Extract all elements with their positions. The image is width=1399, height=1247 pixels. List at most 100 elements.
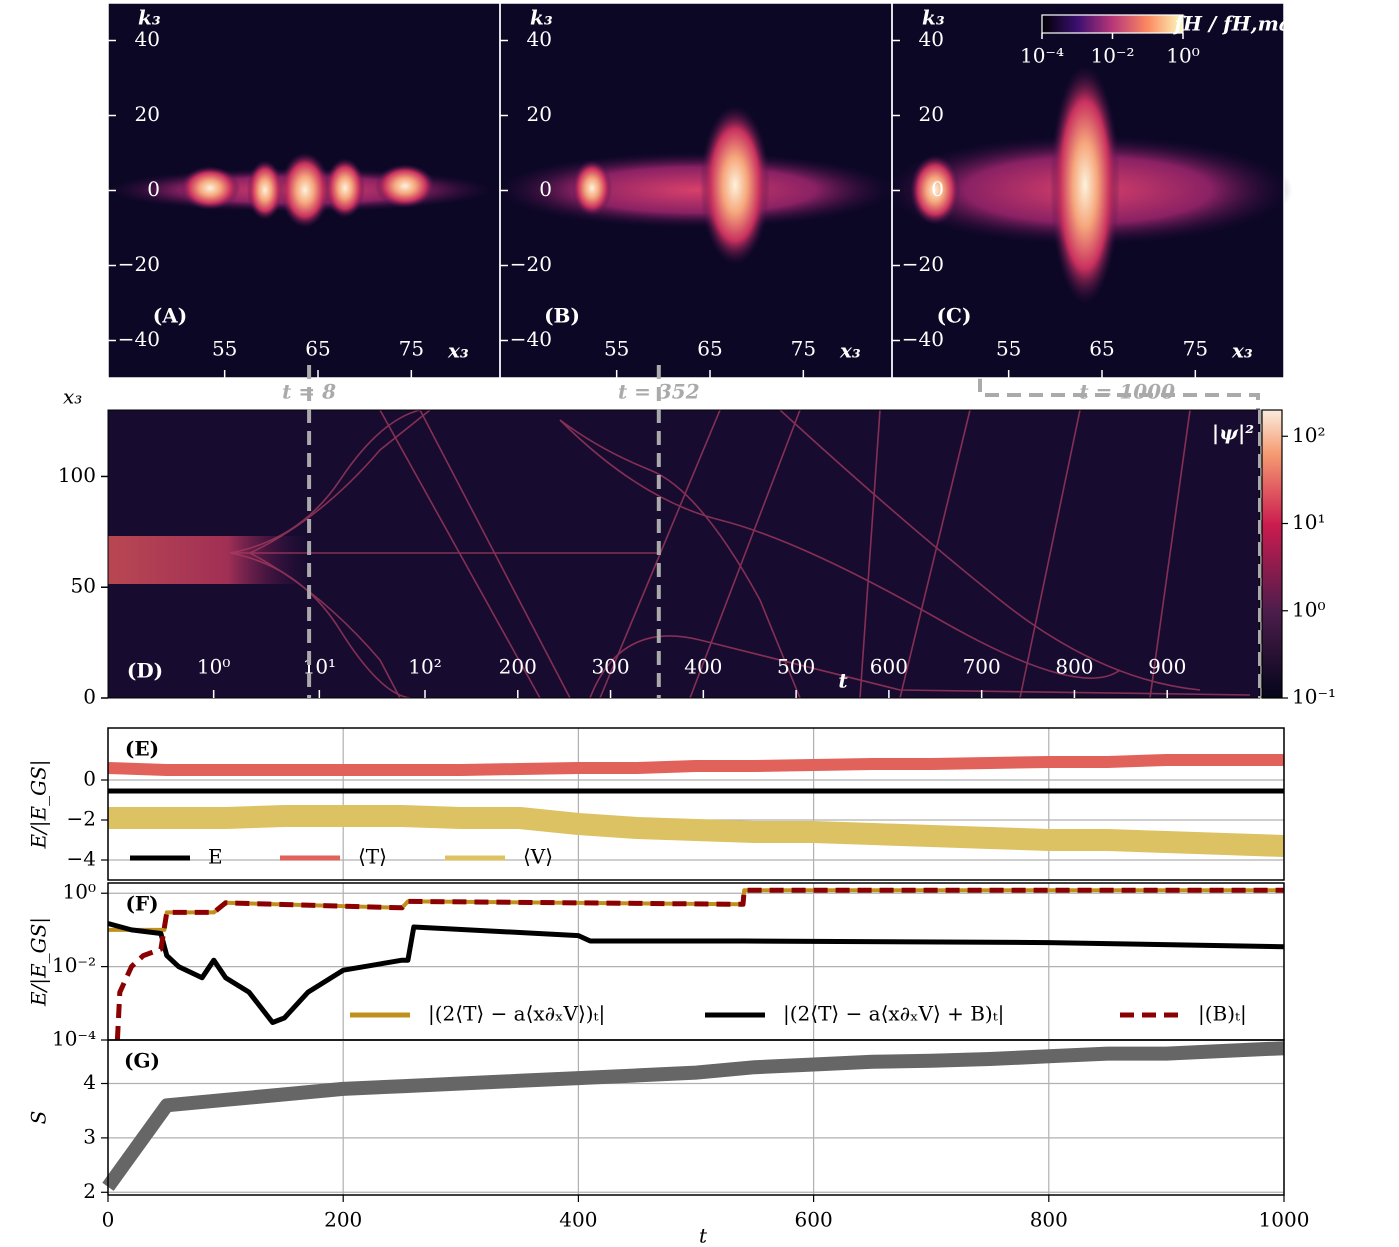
x-tick-label: 55 [996,337,1021,361]
y-tick-label: −2 [67,807,96,831]
series-line [102,1041,1285,1191]
heatmap-image [105,3,1293,378]
y-tick-label: −40 [902,327,944,351]
x-tick-label: 400 [559,1208,597,1232]
panel-label: (A) [153,304,187,328]
panel-label: (G) [124,1049,160,1073]
x-tick-label: 65 [697,337,722,361]
panel-label: (B) [544,304,580,328]
series-line [108,888,1284,932]
y-tick-label: 40 [919,27,944,51]
panel-label: (C) [937,304,972,328]
x-tick-label: 500 [777,655,815,679]
x-axis-label: x₃ [839,339,861,363]
y-axis-label: E/|E_GS| [27,917,52,1007]
frame [107,1039,1285,1196]
colorbar-tick-label: 10² [1292,423,1325,447]
y-tick-label: 40 [135,27,160,51]
x-tick-label: 65 [1089,337,1114,361]
colorbar-label: fH / fH,max [1172,12,1304,36]
y-tick-label: 2 [83,1179,96,1203]
y-tick-label: 10⁻² [52,953,96,977]
legend-label: |(2⟨T⟩ − a⟨x∂ₓV⟩)ₜ| [428,1002,605,1027]
y-tick-label: 0 [931,177,944,201]
series-line [107,921,1285,1025]
y-tick-label: 100 [58,463,96,487]
colorbar-tick-label: 10⁻² [1090,44,1134,68]
x-axis-label: t [699,1224,708,1247]
y-tick-label: 4 [83,1070,96,1094]
x-axis-label: x₃ [1231,339,1253,363]
time-marker-label: t = 8 [282,380,336,404]
colorbar-label: |ψ|² [1212,421,1254,445]
y-tick-label: 0 [83,685,96,709]
frame [107,727,1285,881]
colorbar-tick-label: 10⁻⁴ [1020,44,1064,68]
x-tick-label: 900 [1148,655,1186,679]
y-tick-label: 0 [83,767,96,791]
series-line [107,754,1284,776]
y-tick-label: −20 [510,252,552,276]
y-tick-label: 20 [135,102,160,126]
x-tick-label: 300 [591,655,629,679]
panel-label: (E) [125,737,159,761]
x-tick-label: 10⁰ [197,655,230,679]
x-tick-label: 55 [604,337,629,361]
x-tick-label: 75 [399,337,424,361]
x-tick-label: 600 [795,1208,833,1232]
series-line [108,805,1285,857]
colorbar-tick-label: 10⁰ [1292,597,1325,621]
y-tick-label: −4 [67,847,96,871]
y-tick-label: 0 [539,177,552,201]
y-axis-label: E/|E_GS| [27,759,52,849]
x-tick-label: 200 [324,1208,362,1232]
y-tick-label: 3 [83,1124,96,1148]
x-tick-label: 0 [102,1208,115,1232]
y-tick-label: −40 [510,327,552,351]
y-tick-label: 10⁰ [63,880,96,904]
x-axis-label: x₃ [447,339,469,363]
panel-label: (D) [127,659,163,683]
y-tick-label: 40 [527,27,552,51]
y-tick-label: 20 [919,102,944,126]
x-tick-label: 600 [870,655,908,679]
colorbar-tick-label: 10⁰ [1166,44,1199,68]
x-tick-label: 75 [791,337,816,361]
y-tick-label: −20 [118,252,160,276]
legend-label: E [208,845,223,869]
y-tick-label: −40 [118,327,160,351]
legend-label: |(2⟨T⟩ − a⟨x∂ₓV⟩ + B)ₜ| [783,1002,1004,1027]
x-tick-label: 400 [684,655,722,679]
panel-label: (F) [125,892,158,916]
connector [978,378,1260,410]
legend-label: ⟨T⟩ [358,845,387,869]
time-marker-label: t = 1000 [1079,380,1175,404]
legend-label: ⟨V⟩ [523,845,553,869]
y-axis-label: x₃ [63,385,82,409]
x-tick-label: 75 [1183,337,1208,361]
y-tick-label: 0 [147,177,160,201]
legend-label: |(B)ₜ| [1198,1002,1247,1027]
colorbar [1041,14,1184,34]
x-tick-label: 800 [1055,655,1093,679]
x-tick-label: 10² [408,655,441,679]
x-tick-label: 800 [1030,1208,1068,1232]
y-axis-label: k₃ [138,6,161,30]
x-tick-label: 200 [499,655,537,679]
y-tick-label: 10⁻⁴ [52,1027,96,1051]
y-axis-label: S [27,1111,51,1125]
time-marker-label: t = 352 [618,380,700,404]
x-tick-label: 65 [305,337,330,361]
y-tick-label: −20 [902,252,944,276]
x-tick-label: 55 [212,337,237,361]
colorbar [1261,409,1283,699]
x-axis-label: t [838,669,848,693]
series-line [114,887,1284,1041]
colorbar-tick-label: 10¹ [1292,510,1325,534]
heatmap-image [108,409,1260,699]
y-axis-label: k₃ [530,6,553,30]
y-tick-label: 50 [71,574,96,598]
y-axis-label: k₃ [922,6,945,30]
colorbar-tick-label: 10⁻¹ [1292,685,1336,709]
